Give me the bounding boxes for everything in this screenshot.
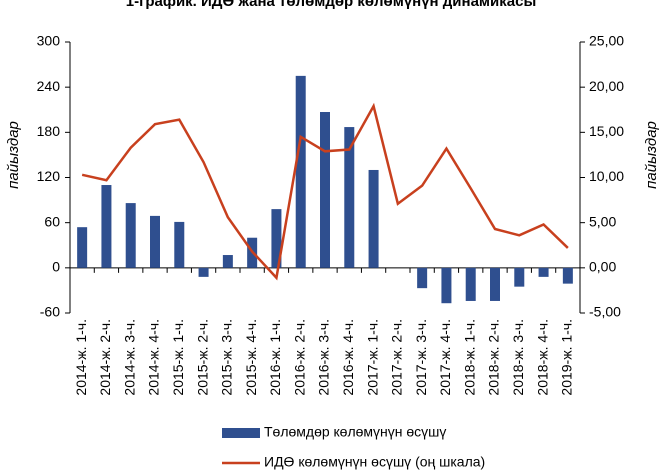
x-tick-label: 2019-ж. 1-ч.: [559, 319, 575, 396]
x-tick-label: 2016-ж. 4-ч.: [340, 319, 356, 396]
bar: [77, 227, 88, 268]
bar: [101, 185, 112, 268]
y2-tick-label: 5,00: [589, 213, 616, 229]
bar: [465, 267, 476, 301]
bar: [125, 203, 136, 268]
x-tick-label: 2015-ж. 2-ч.: [194, 319, 210, 396]
y-axis-label: пайыздар: [5, 121, 22, 189]
x-tick-label: 2017-ж. 2-ч.: [389, 319, 405, 396]
y-tick-label: 180: [37, 123, 61, 139]
y-tick-label: 60: [44, 213, 60, 229]
x-tick-label: 2014-ж. 3-ч.: [121, 319, 137, 396]
bar: [368, 169, 379, 268]
x-tick-label: 2016-ж. 2-ч.: [291, 319, 307, 396]
y2-axis-label: пайыздар: [643, 121, 660, 189]
x-tick-label: 2018-ж. 1-ч.: [461, 319, 477, 396]
y2-tick-label: 10,00: [589, 168, 624, 184]
y2-tick-label: 20,00: [589, 78, 624, 94]
y-tick-label: 240: [37, 78, 61, 94]
x-tick-label: 2017-ж. 4-ч.: [437, 319, 453, 396]
x-tick-label: 2016-ж. 3-ч.: [316, 319, 332, 396]
y2-tick-label: 15,00: [589, 123, 624, 139]
y2-tick-label: -5,00: [589, 304, 621, 320]
bar: [538, 267, 549, 277]
x-tick-label: 2016-ж. 1-ч.: [267, 319, 283, 396]
y-tick-label: 0: [52, 259, 60, 275]
y2-tick-label: 25,00: [589, 33, 624, 49]
x-tick-label: 2018-ж. 4-ч.: [534, 319, 550, 396]
bar: [198, 267, 209, 277]
y2-tick-label: 0,00: [589, 259, 616, 275]
y-tick-label: 300: [37, 33, 61, 49]
x-tick-label: 2018-ж. 2-ч.: [486, 319, 502, 396]
bar: [344, 127, 355, 268]
x-tick-label: 2015-ж. 4-ч.: [243, 319, 259, 396]
y-tick-label: 120: [37, 168, 61, 184]
bar: [222, 255, 233, 268]
bar: [271, 209, 282, 268]
x-tick-label: 2014-ж. 2-ч.: [97, 319, 113, 396]
x-tick-label: 2014-ж. 1-ч.: [73, 319, 89, 396]
bar: [441, 267, 452, 304]
bar: [562, 267, 573, 284]
y-tick-label: -60: [40, 304, 60, 320]
bar: [490, 267, 500, 301]
bar: [320, 112, 330, 268]
x-tick-label: 2014-ж. 4-ч.: [146, 319, 162, 396]
line: [81, 102, 569, 281]
bar: [295, 75, 306, 268]
legend-label: Төлөмдөр көлөмүнүн өсүшү: [264, 424, 446, 440]
bar: [514, 267, 525, 287]
x-tick-label: 2018-ж. 3-ч.: [510, 319, 526, 396]
x-tick-label: 2017-ж. 3-ч.: [413, 319, 429, 396]
x-tick-label: 2015-ж. 3-ч.: [219, 319, 235, 396]
bar: [417, 267, 428, 289]
legend-swatch: [222, 428, 260, 438]
bar: [174, 221, 185, 268]
x-tick-label: 2015-ж. 1-ч.: [170, 319, 186, 396]
chart-title: 1-график. ИДӨ жана төлөмдөр көлөмүнүн ди…: [126, 0, 537, 10]
x-tick-label: 2017-ж. 1-ч.: [364, 319, 380, 396]
legend-label: ИДӨ көлөмүнүн өсүшү (оң шкала): [264, 454, 485, 470]
bar: [150, 215, 160, 268]
